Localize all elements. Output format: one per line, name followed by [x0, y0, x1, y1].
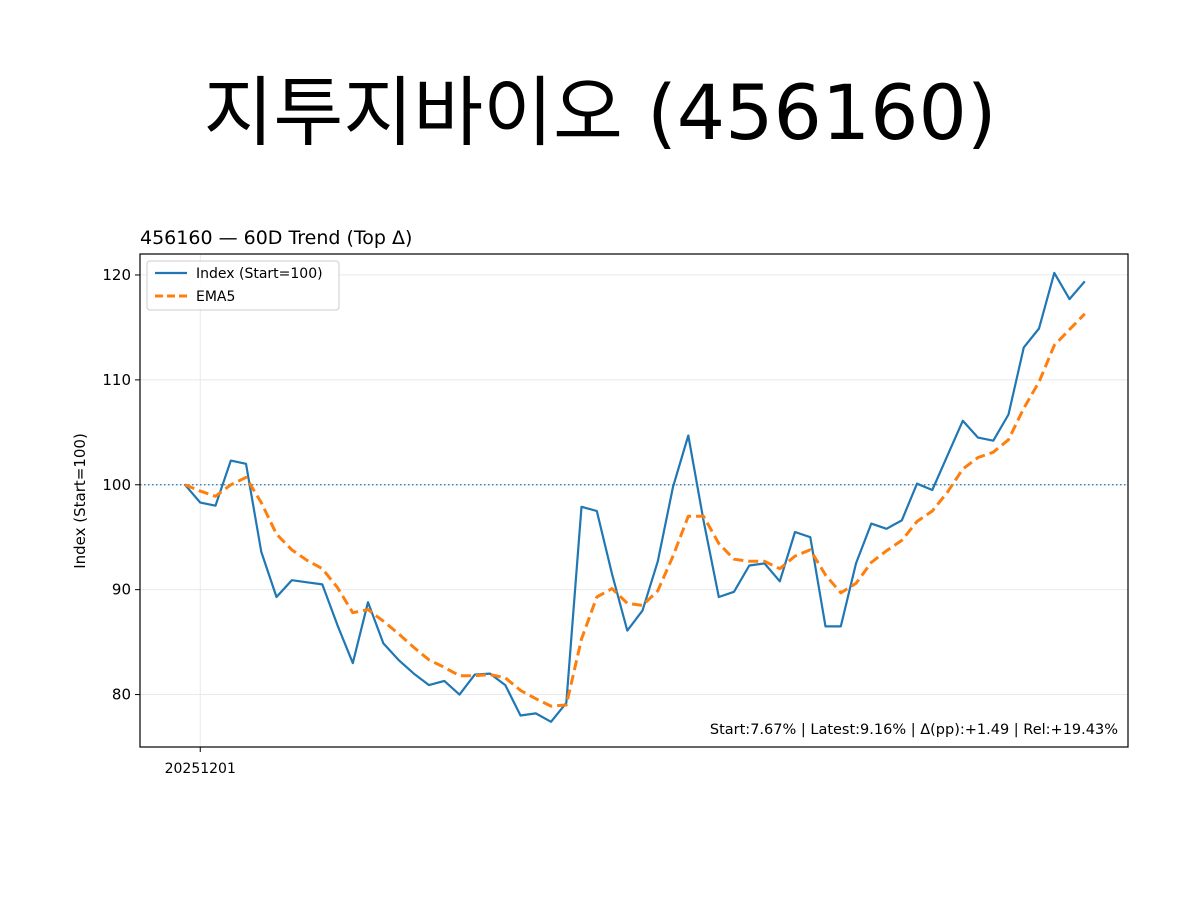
series-line-ema5 — [184, 312, 1086, 708]
legend-label-ema5: EMA5 — [196, 289, 235, 305]
y-tick-label: 80 — [112, 686, 131, 704]
stats-annotation: Start:7.67% | Latest:9.16% | Δ(pp):+1.49… — [710, 722, 1118, 738]
x-axis: 20251201 — [165, 747, 236, 777]
y-tick-label: 120 — [102, 266, 131, 284]
x-tick-label: 20251201 — [165, 761, 236, 777]
chart-title: 456160 — 60D Trend (Top Δ) — [140, 227, 412, 249]
y-tick-label: 100 — [102, 476, 131, 494]
grid-lines — [140, 254, 1128, 747]
y-tick-label: 90 — [112, 581, 131, 599]
page-title: 지투지바이오 (456160) — [203, 68, 997, 157]
y-tick-label: 110 — [102, 371, 131, 389]
legend: Index (Start=100) EMA5 — [146, 260, 340, 311]
series-line-index — [184, 271, 1086, 723]
legend-box — [146, 260, 340, 311]
legend-label-index: Index (Start=100) — [196, 266, 323, 282]
y-axis: 80 90 100 110 120 — [102, 266, 140, 704]
y-axis-label: Index (Start=100) — [71, 433, 89, 569]
plot-frame — [139, 253, 1129, 748]
series-layer — [184, 271, 1086, 723]
